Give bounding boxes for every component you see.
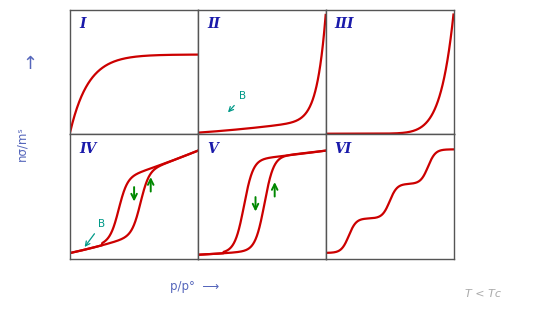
Text: B: B	[85, 219, 105, 246]
Text: VI: VI	[335, 142, 352, 156]
Text: p/p°  ⟶: p/p° ⟶	[170, 280, 219, 293]
Text: II: II	[207, 17, 220, 31]
Text: nσ/mˢ: nσ/mˢ	[15, 127, 28, 161]
Text: IV: IV	[79, 142, 97, 156]
Text: T < Tᴄ: T < Tᴄ	[465, 289, 501, 300]
Text: B: B	[229, 92, 246, 111]
Text: I: I	[79, 17, 86, 31]
Text: ↑: ↑	[22, 55, 37, 73]
Text: V: V	[207, 142, 218, 156]
Text: III: III	[335, 17, 354, 31]
